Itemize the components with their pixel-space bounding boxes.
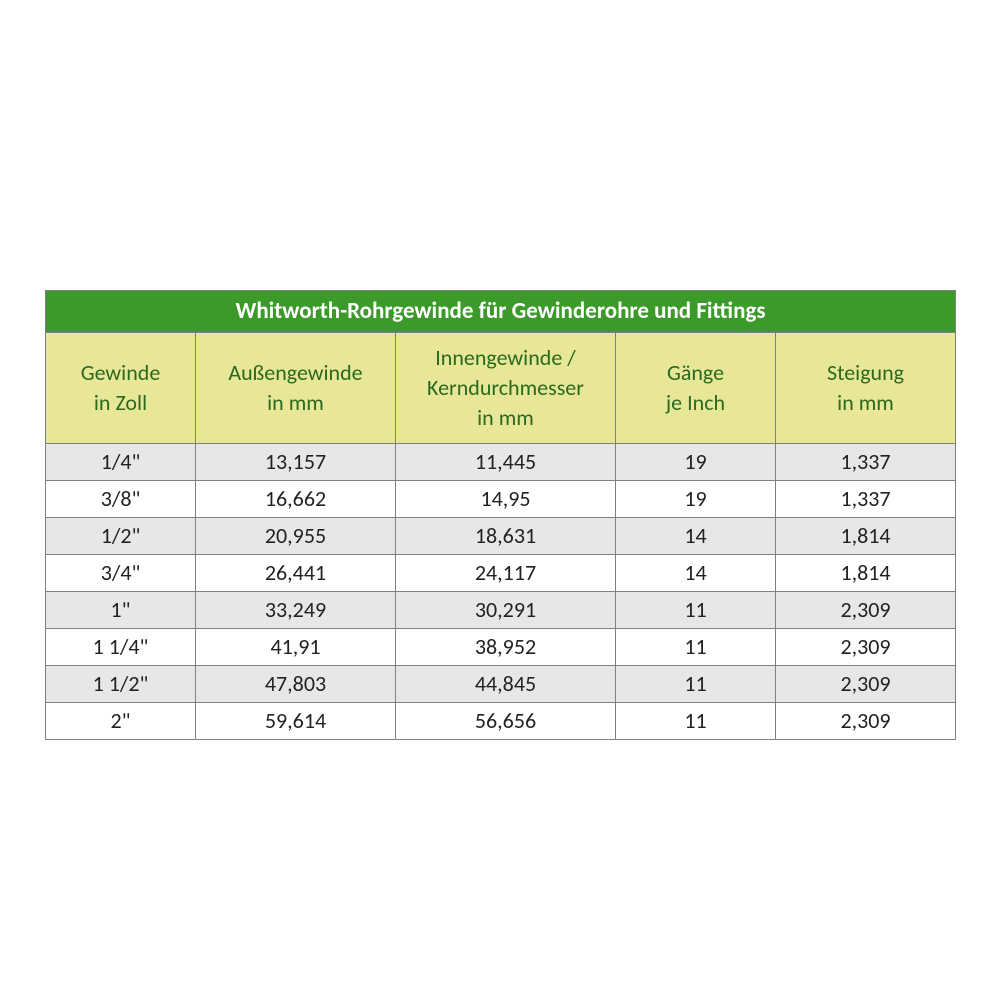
table-row: 1/2"20,95518,631141,814 (46, 517, 956, 554)
table-cell: 20,955 (196, 517, 396, 554)
table-cell: 1,814 (776, 554, 956, 591)
table-cell: 26,441 (196, 554, 396, 591)
table-cell: 19 (616, 480, 776, 517)
col-header-line: in Zoll (94, 389, 147, 416)
table-row: 1/4"13,15711,445191,337 (46, 443, 956, 480)
table-cell: 11 (616, 628, 776, 665)
table-title: Whitworth-Rohrgewinde für Gewinderohre u… (46, 291, 956, 333)
table-cell: 14 (616, 554, 776, 591)
table-cell: 13,157 (196, 443, 396, 480)
table-cell: 56,656 (396, 702, 616, 739)
table-cell: 1 1/2" (46, 665, 196, 702)
col-header-line: in mm (267, 389, 324, 416)
table-cell: 41,91 (196, 628, 396, 665)
table-cell: 44,845 (396, 665, 616, 702)
col-header-gewinde: Gewinde in Zoll (46, 332, 196, 443)
table-cell: 2,309 (776, 628, 956, 665)
table-row: 3/8"16,66214,95191,337 (46, 480, 956, 517)
table-cell: 3/8" (46, 480, 196, 517)
table-cell: 1,814 (776, 517, 956, 554)
table-cell: 2" (46, 702, 196, 739)
col-header-line: Innengewinde / (435, 344, 576, 371)
table-cell: 11 (616, 591, 776, 628)
table-cell: 1/4" (46, 443, 196, 480)
table-cell: 18,631 (396, 517, 616, 554)
table-row: 2"59,61456,656112,309 (46, 702, 956, 739)
table-cell: 2,309 (776, 702, 956, 739)
table-cell: 24,117 (396, 554, 616, 591)
table-cell: 1" (46, 591, 196, 628)
table-cell: 30,291 (396, 591, 616, 628)
table-cell: 11,445 (396, 443, 616, 480)
table-cell: 2,309 (776, 591, 956, 628)
col-header-line: in mm (477, 404, 534, 431)
col-header-line: Außengewinde (228, 359, 362, 386)
table-row: 1"33,24930,291112,309 (46, 591, 956, 628)
col-header-innengewinde: Innengewinde / Kerndurchmesser in mm (396, 332, 616, 443)
table-cell: 14 (616, 517, 776, 554)
col-header-steigung: Steigung in mm (776, 332, 956, 443)
col-header-aussengewinde: Außengewinde in mm (196, 332, 396, 443)
col-header-line: Kerndurchmesser (427, 374, 584, 401)
table-cell: 16,662 (196, 480, 396, 517)
table-row: 1 1/2"47,80344,845112,309 (46, 665, 956, 702)
whitworth-table: Whitworth-Rohrgewinde für Gewinderohre u… (45, 290, 956, 740)
col-header-line: in mm (837, 389, 894, 416)
table-cell: 11 (616, 702, 776, 739)
table-cell: 1 1/4" (46, 628, 196, 665)
col-header-line: Steigung (827, 359, 904, 386)
table-row: 1 1/4"41,9138,952112,309 (46, 628, 956, 665)
table-cell: 47,803 (196, 665, 396, 702)
table-cell: 1,337 (776, 443, 956, 480)
table-cell: 11 (616, 665, 776, 702)
table-cell: 2,309 (776, 665, 956, 702)
table-cell: 14,95 (396, 480, 616, 517)
table-cell: 59,614 (196, 702, 396, 739)
col-header-line: Gänge (667, 359, 724, 386)
table-cell: 3/4" (46, 554, 196, 591)
table-cell: 1/2" (46, 517, 196, 554)
table-body: 1/4"13,15711,445191,3373/8"16,66214,9519… (46, 443, 956, 739)
table-cell: 1,337 (776, 480, 956, 517)
col-header-line: Gewinde (81, 359, 161, 386)
table-cell: 19 (616, 443, 776, 480)
col-header-line: je Inch (666, 389, 725, 416)
table-cell: 38,952 (396, 628, 616, 665)
table-cell: 33,249 (196, 591, 396, 628)
table-row: 3/4"26,44124,117141,814 (46, 554, 956, 591)
col-header-gaenge: Gänge je Inch (616, 332, 776, 443)
table-container: Whitworth-Rohrgewinde für Gewinderohre u… (45, 290, 955, 740)
